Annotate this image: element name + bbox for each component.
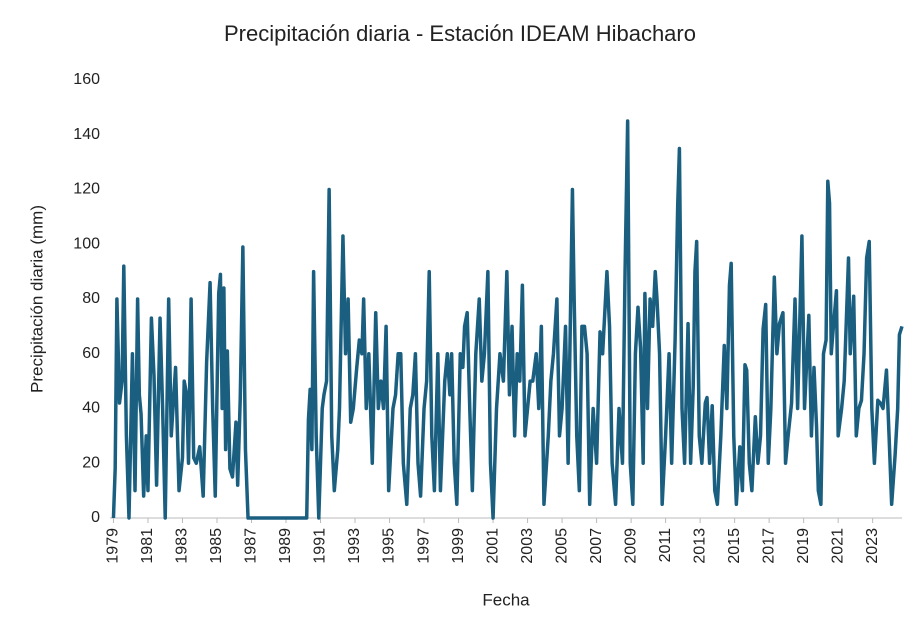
x-tick-label: 1997 xyxy=(415,528,432,564)
x-tick-label: 2011 xyxy=(657,528,674,563)
x-tick-label: 1989 xyxy=(277,528,294,564)
x-tick-label: 1993 xyxy=(346,528,363,564)
x-tick-label: 2013 xyxy=(691,528,708,564)
y-tick-label: 80 xyxy=(82,290,100,307)
x-tick-label: 1979 xyxy=(105,528,122,564)
y-tick-label: 40 xyxy=(82,400,100,417)
x-axis-title: Fecha xyxy=(482,590,530,609)
y-tick-label: 140 xyxy=(73,126,100,143)
x-tick-label: 1981 xyxy=(139,528,156,564)
y-tick-label: 120 xyxy=(73,181,100,198)
x-tick-label: 2019 xyxy=(795,528,812,564)
y-tick-label: 0 xyxy=(91,509,100,526)
y-tick-label: 100 xyxy=(73,235,100,252)
x-tick-label: 2021 xyxy=(829,528,846,564)
x-tick-label: 2007 xyxy=(588,528,605,564)
x-tick-label: 2003 xyxy=(519,528,536,564)
x-tick-label: 2023 xyxy=(864,528,881,564)
x-tick-label: 1983 xyxy=(174,528,191,564)
x-tick-label: 1985 xyxy=(208,528,225,564)
y-tick-label: 20 xyxy=(82,454,100,471)
y-tick-label: 160 xyxy=(73,71,100,88)
chart-title: Precipitación diaria - Estación IDEAM Hi… xyxy=(224,21,696,46)
x-tick-label: 1991 xyxy=(312,528,329,564)
x-tick-label: 2005 xyxy=(553,528,570,564)
y-tick-label: 60 xyxy=(82,345,100,362)
precipitation-line xyxy=(111,119,904,520)
x-tick-label: 2015 xyxy=(726,528,743,564)
x-tick-label: 2001 xyxy=(484,528,501,564)
x-tick-label: 2009 xyxy=(622,528,639,564)
x-tick-label: 1995 xyxy=(381,528,398,564)
x-tick-label: 1987 xyxy=(243,528,260,564)
x-tick-label: 2017 xyxy=(760,528,777,564)
x-tick-label: 1999 xyxy=(450,528,467,564)
y-axis-title: Precipitación diaria (mm) xyxy=(27,205,46,393)
